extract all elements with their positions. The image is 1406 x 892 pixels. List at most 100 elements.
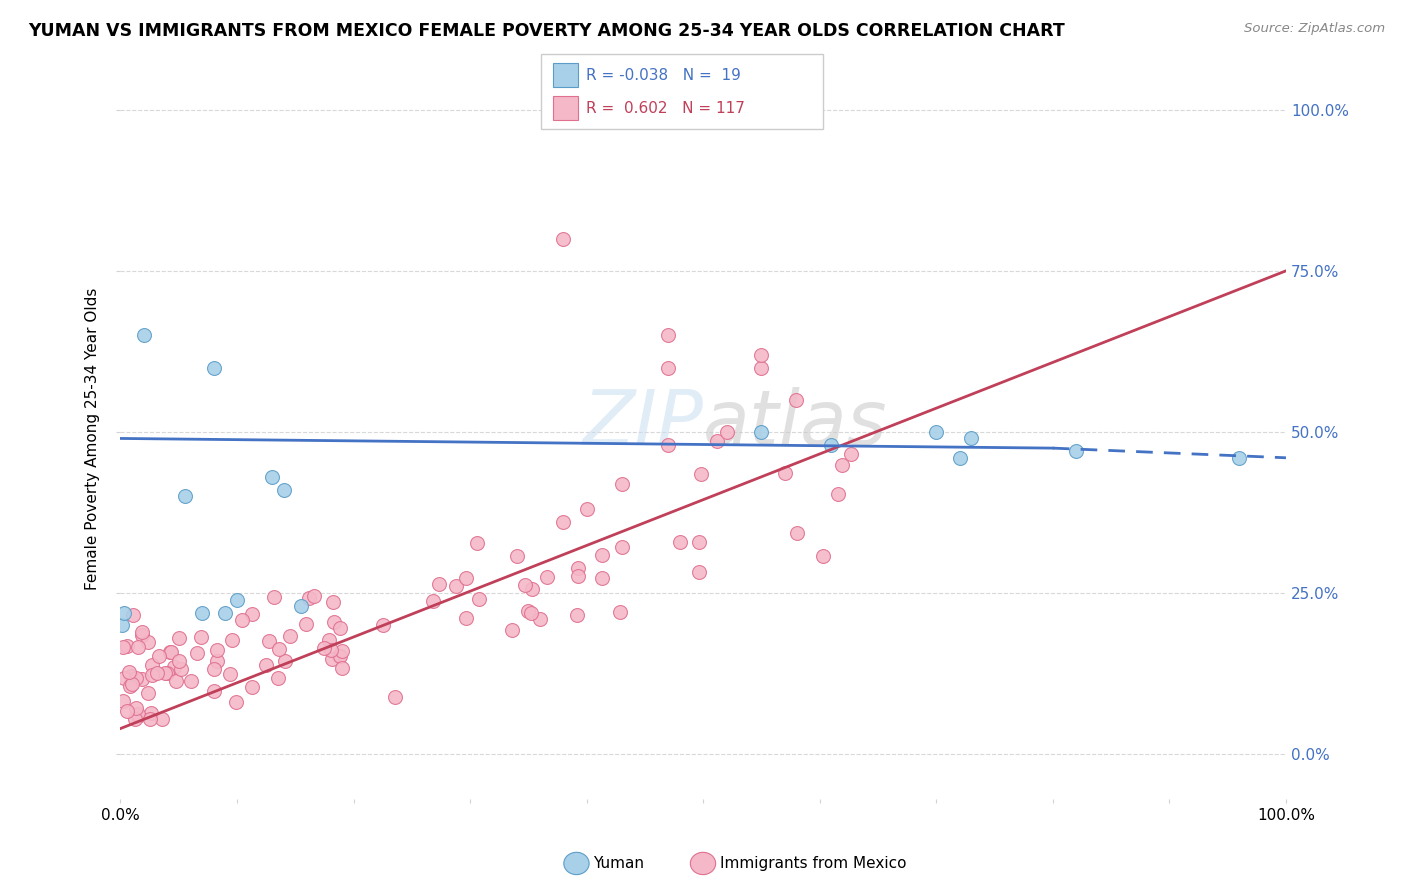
Point — [156, 666, 179, 681]
Point — [323, 615, 346, 629]
Point — [180, 673, 202, 688]
Point — [267, 641, 290, 656]
Point — [612, 540, 634, 554]
Point — [1227, 450, 1250, 465]
Point — [121, 608, 143, 623]
Point — [501, 623, 523, 637]
Point — [267, 671, 290, 685]
Point — [205, 643, 228, 657]
Point — [127, 640, 149, 654]
Text: R = -0.038   N =  19: R = -0.038 N = 19 — [586, 68, 741, 83]
Point — [263, 591, 285, 605]
Point — [136, 635, 159, 649]
Point — [125, 700, 148, 714]
Point — [831, 458, 853, 472]
Point — [202, 662, 225, 676]
Point — [127, 706, 149, 721]
Point — [121, 676, 143, 690]
Point — [240, 680, 263, 694]
Point — [536, 570, 558, 584]
Y-axis label: Female Poverty Among 25-34 Year Olds: Female Poverty Among 25-34 Year Olds — [86, 287, 100, 590]
Point — [257, 634, 280, 648]
Point — [202, 683, 225, 698]
Point — [125, 671, 148, 685]
Point — [274, 654, 297, 668]
Point — [591, 571, 613, 585]
Point — [112, 606, 135, 620]
Text: R =  0.602   N = 117: R = 0.602 N = 117 — [586, 101, 745, 116]
Point — [294, 617, 316, 632]
Point — [298, 591, 321, 605]
Point — [254, 658, 277, 673]
Point — [167, 631, 190, 645]
Point — [118, 665, 141, 679]
Point — [290, 599, 312, 613]
Point — [221, 633, 243, 648]
Text: atlas: atlas — [703, 387, 887, 461]
Point — [165, 674, 187, 689]
Point — [240, 607, 263, 622]
Point — [159, 645, 181, 659]
Point — [811, 549, 834, 564]
Point — [115, 705, 138, 719]
Point — [207, 654, 229, 668]
Point — [657, 360, 679, 375]
Point — [273, 483, 295, 497]
Point — [148, 648, 170, 663]
Point — [112, 671, 135, 685]
Point — [949, 450, 972, 465]
Point — [191, 606, 214, 620]
Point — [520, 582, 543, 597]
Point — [820, 438, 842, 452]
Point — [131, 624, 153, 639]
Point — [328, 649, 350, 664]
Point — [468, 592, 491, 607]
Point — [751, 348, 773, 362]
Point — [141, 706, 163, 721]
Point — [111, 640, 134, 654]
Point — [567, 569, 589, 583]
Point — [706, 434, 728, 448]
Point — [150, 712, 173, 726]
Point — [575, 502, 598, 516]
Point — [330, 644, 353, 658]
Point — [444, 579, 467, 593]
Point — [669, 534, 692, 549]
Point — [160, 645, 183, 659]
Point — [553, 515, 575, 529]
Point — [427, 577, 450, 591]
Point — [141, 668, 163, 682]
Point — [610, 476, 633, 491]
Point — [506, 549, 529, 564]
Text: Immigrants from Mexico: Immigrants from Mexico — [720, 856, 907, 871]
Point — [319, 643, 342, 657]
Point — [329, 621, 352, 635]
Point — [304, 589, 326, 603]
Point — [567, 561, 589, 575]
Point — [139, 713, 162, 727]
Point — [785, 392, 807, 407]
Point — [465, 536, 488, 550]
Point — [321, 651, 343, 665]
Point — [132, 328, 155, 343]
Point — [515, 578, 537, 592]
Point — [827, 486, 849, 500]
Point — [456, 570, 478, 584]
Point — [112, 694, 135, 708]
Point — [786, 526, 808, 541]
Point — [145, 665, 167, 680]
Point — [127, 709, 149, 723]
Point — [1064, 444, 1087, 458]
Point — [529, 612, 551, 626]
Point — [456, 611, 478, 625]
Point — [167, 654, 190, 668]
Point — [657, 438, 679, 452]
Point — [186, 646, 208, 660]
Point — [716, 425, 738, 439]
Point — [330, 661, 353, 675]
Point — [136, 685, 159, 699]
Point — [422, 594, 444, 608]
Point — [260, 470, 283, 484]
Text: ZIP: ZIP — [582, 387, 703, 461]
Point — [131, 628, 153, 642]
